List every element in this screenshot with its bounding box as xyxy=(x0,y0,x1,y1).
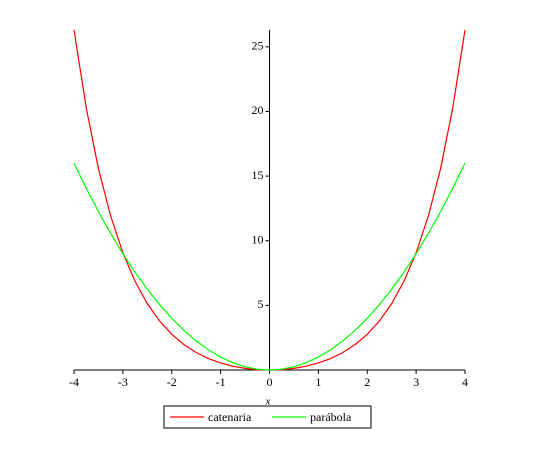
x-tick-label: -4 xyxy=(69,375,79,389)
y-tick-label: 20 xyxy=(252,103,264,117)
y-tick-label: 25 xyxy=(252,39,264,53)
x-tick-label: 2 xyxy=(364,375,370,389)
x-tick-label: 0 xyxy=(267,375,273,389)
x-tick-label: 3 xyxy=(413,375,419,389)
y-tick-label: 15 xyxy=(252,168,264,182)
series-line xyxy=(73,162,466,371)
y-tick-label: 10 xyxy=(252,232,264,246)
legend xyxy=(163,405,372,429)
legend-label: catenaria xyxy=(208,410,252,424)
x-tick-label: -1 xyxy=(216,375,226,389)
x-tick-label: 4 xyxy=(462,375,468,389)
y-tick-label: 5 xyxy=(258,297,264,311)
x-axis-label: x xyxy=(265,396,271,408)
x-tick-label: -3 xyxy=(118,375,128,389)
legend-label: parábola xyxy=(310,410,352,424)
x-tick-label: 1 xyxy=(315,375,321,389)
x-tick-label: -2 xyxy=(167,375,177,389)
